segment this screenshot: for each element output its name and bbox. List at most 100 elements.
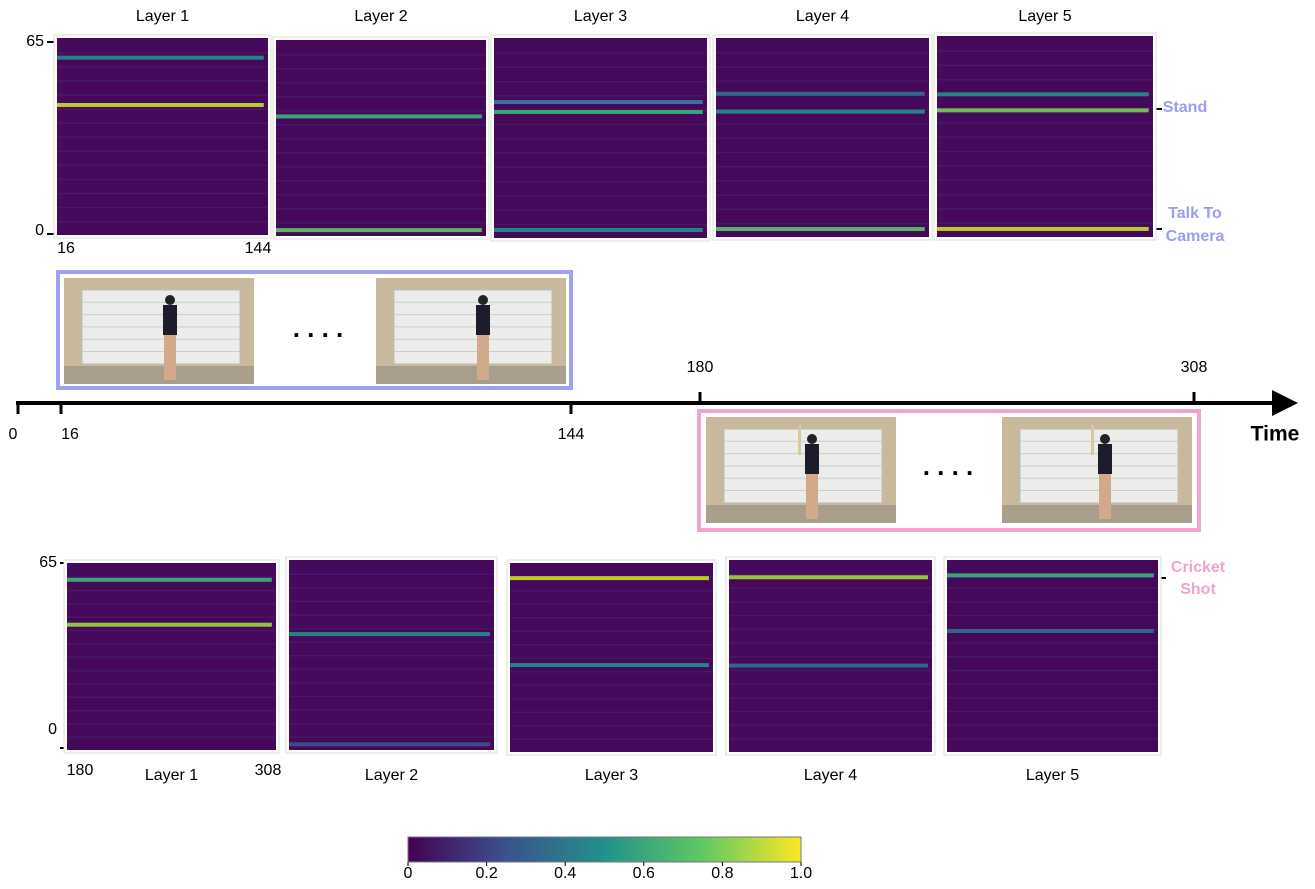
- heatmap-row: [67, 737, 276, 739]
- photo-person: [478, 295, 488, 305]
- heatmap-row: [67, 657, 276, 659]
- heatmap-row: [57, 221, 268, 223]
- heatmap-row: [494, 124, 707, 126]
- action-label: Stand: [1163, 99, 1207, 116]
- heatmap-row: [289, 601, 494, 603]
- heatmap-row: [289, 723, 494, 725]
- heatmap-row: [729, 587, 932, 589]
- colorbar-label: 1.0: [790, 865, 812, 882]
- heatmap-row: [947, 670, 1158, 672]
- action-label: Camera: [1166, 228, 1225, 245]
- heatmap-row: [716, 152, 929, 154]
- heatmap-row: [289, 641, 494, 643]
- photo-person: [164, 335, 176, 380]
- panel-title: Layer 5: [1026, 767, 1079, 784]
- heatmap-row: [937, 194, 1153, 196]
- heatmap-row: [947, 601, 1158, 603]
- heatmap-row: [510, 631, 713, 633]
- heatmap-row: [937, 165, 1153, 167]
- heatmap-row: [67, 670, 276, 672]
- heatmap-row: [716, 52, 929, 54]
- page: 65 0 16 144 Stand Talk To Camera . . . .…: [0, 0, 1315, 889]
- heatmap-row: [289, 628, 494, 630]
- heatmap-row: [716, 180, 929, 182]
- photo-person: [477, 335, 489, 380]
- heatmap-row: [67, 630, 276, 632]
- photo-person: [806, 474, 818, 519]
- heatmap-row: [716, 166, 929, 168]
- panel-title: Layer 3: [585, 767, 638, 784]
- heatmap-row: [57, 165, 268, 167]
- heatmap-row: [947, 725, 1158, 727]
- heatmap-row: [57, 151, 268, 153]
- heatmap-row: [510, 590, 713, 592]
- panel-title: Layer 1: [145, 767, 198, 784]
- heatmap-stripe: [67, 578, 272, 582]
- heatmap-stripe: [289, 742, 490, 746]
- heatmap-row: [289, 669, 494, 671]
- panel-title: Layer 2: [354, 8, 407, 25]
- heatmap-row: [937, 79, 1153, 81]
- action-label: Cricket: [1171, 559, 1226, 576]
- panel-title: Layer 5: [1018, 8, 1071, 25]
- heatmap-row: [494, 209, 707, 211]
- y-label: 65: [26, 33, 44, 50]
- colorbar-label: 0.4: [554, 865, 576, 882]
- photo-person: [163, 305, 177, 335]
- heatmap-row: [67, 643, 276, 645]
- heatmap-row: [729, 738, 932, 740]
- heatmap-row: [947, 697, 1158, 699]
- heatmap-row: [57, 108, 268, 110]
- heatmap-row: [716, 138, 929, 140]
- heatmap-row: [729, 642, 932, 644]
- heatmap-row: [947, 615, 1158, 617]
- heatmap-row: [510, 644, 713, 646]
- heatmap-row: [276, 166, 486, 168]
- heatmap-row: [57, 207, 268, 209]
- panel-title: Layer 4: [804, 767, 857, 784]
- heatmap-row: [716, 66, 929, 68]
- heatmap-row: [276, 222, 486, 224]
- heatmap-row: [510, 739, 713, 741]
- heatmap-row: [67, 710, 276, 712]
- heatmap-row: [937, 122, 1153, 124]
- heatmap-row: [729, 615, 932, 617]
- colorbar-label: 0.6: [633, 865, 655, 882]
- heatmap-row: [937, 151, 1153, 153]
- heatmap-row: [494, 138, 707, 140]
- heatmap-row: [276, 138, 486, 140]
- photo-person: [805, 444, 819, 474]
- y-label: 0: [48, 721, 57, 738]
- axis-label: Time: [1251, 423, 1300, 446]
- heatmap-row: [937, 50, 1153, 52]
- heatmap-row: [276, 68, 486, 70]
- figure: 65 0 16 144 Stand Talk To Camera . . . .…: [0, 0, 1315, 884]
- heatmap-row: [494, 67, 707, 69]
- heatmap-row: [729, 574, 932, 576]
- heatmap-row: [67, 683, 276, 685]
- heatmap-row: [494, 224, 707, 226]
- time-label: 0: [9, 426, 18, 443]
- heatmap-row: [510, 604, 713, 606]
- heatmap-row: [716, 194, 929, 196]
- heatmap-row: [937, 137, 1153, 139]
- heatmap-row: [937, 180, 1153, 182]
- heatmap-row: [729, 725, 932, 727]
- heatmap-row: [289, 696, 494, 698]
- heatmap-row: [729, 697, 932, 699]
- heatmap-row: [276, 124, 486, 126]
- heatmap-row: [289, 682, 494, 684]
- heatmap-row: [729, 656, 932, 658]
- heatmap-stripe: [276, 114, 482, 118]
- photo-person: [1098, 444, 1112, 474]
- heatmap-row: [276, 152, 486, 154]
- heatmap-stripe: [947, 629, 1154, 633]
- heatmap-stripe: [937, 227, 1149, 231]
- heatmap-row: [947, 587, 1158, 589]
- heatmap-stripe: [716, 110, 925, 114]
- heatmap-row: [947, 711, 1158, 713]
- heatmap-row: [716, 209, 929, 211]
- heatmap-stripe: [57, 56, 264, 60]
- ellipsis: . . . .: [923, 451, 974, 481]
- heatmap-row: [510, 725, 713, 727]
